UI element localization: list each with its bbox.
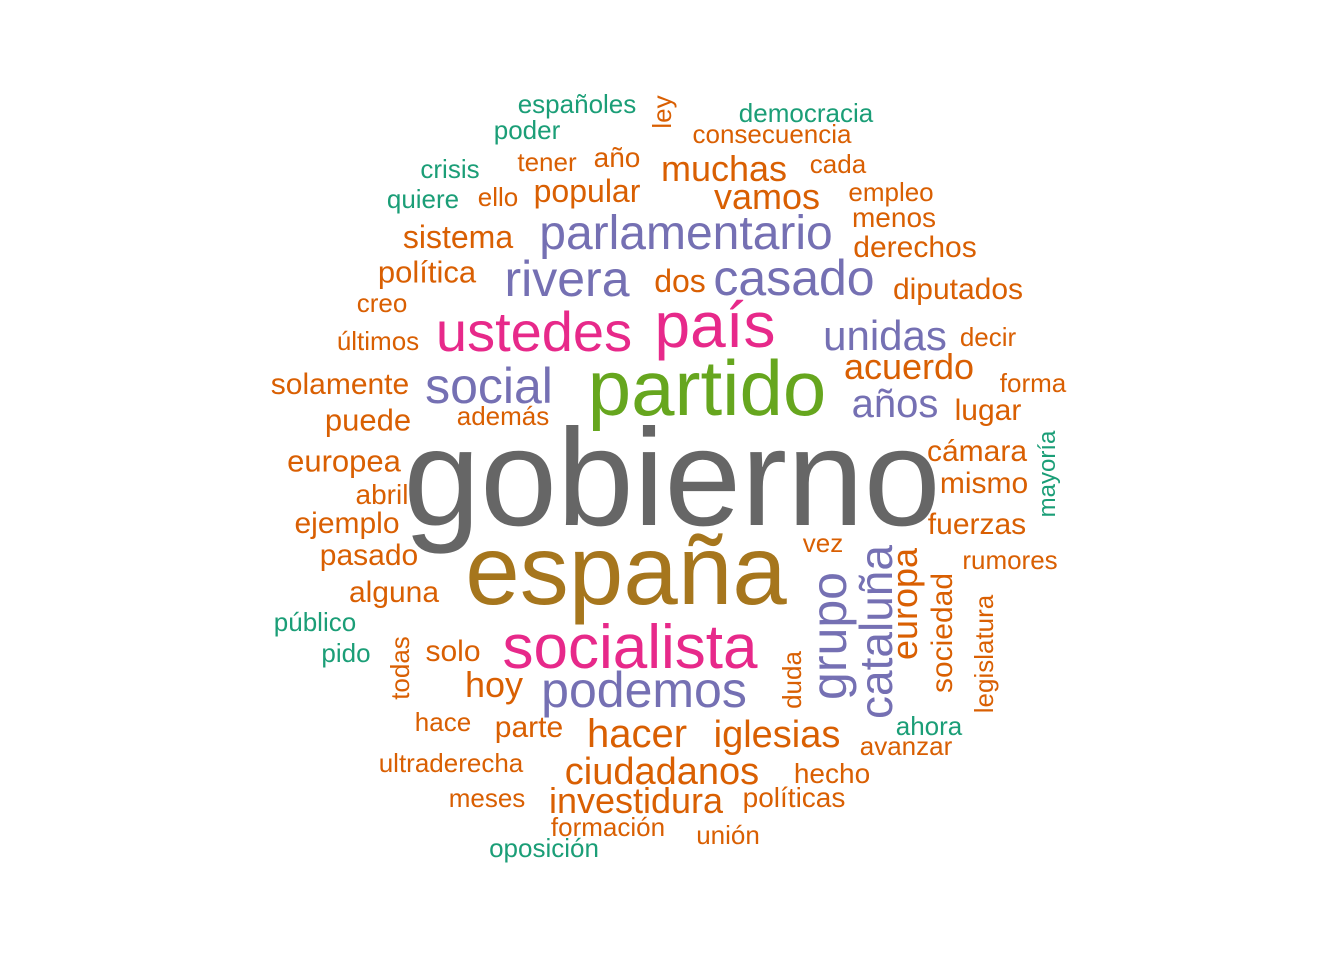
word-crisis: crisis [420, 154, 480, 184]
word-legislatura: legislatura [969, 594, 999, 714]
word-investidura: investidura [548, 780, 724, 821]
word-ultraderecha: ultraderecha [378, 748, 524, 778]
word-rivera: rivera [504, 251, 630, 307]
word-decir: decir [959, 322, 1017, 352]
word-ahora: ahora [895, 711, 963, 741]
word-consecuencia: consecuencia [692, 119, 852, 149]
word-politica: política [377, 254, 477, 290]
word-menos: menos [851, 202, 937, 233]
word-europa: europa [884, 547, 925, 661]
word-oposicion: oposición [489, 833, 599, 863]
word-solamente: solamente [270, 368, 410, 401]
word-camara: cámara [926, 435, 1028, 468]
word-ley: ley [647, 95, 677, 129]
word-alguna: alguna [348, 576, 440, 609]
word-pais: país [654, 289, 776, 361]
word-espanoles: españoles [517, 89, 637, 119]
word-anos: años [851, 382, 939, 426]
word-gobierno: gobierno [403, 401, 941, 555]
word-creo: creo [356, 288, 408, 318]
word-pasado: pasado [319, 539, 419, 572]
word-quiere: quiere [386, 184, 460, 214]
word-pido: pido [321, 638, 371, 668]
word-unidas: unidas [823, 312, 947, 359]
word-partido: partido [587, 344, 827, 432]
word-casado: casado [713, 250, 875, 306]
word-union: unión [696, 820, 760, 850]
word-meses: meses [448, 783, 526, 813]
word-ademas: además [456, 401, 550, 431]
word-poder: poder [493, 115, 561, 145]
word-ciudadanos: ciudadanos [564, 751, 760, 793]
word-puede: puede [324, 402, 412, 438]
word-hace: hace [414, 707, 472, 737]
word-muchas: muchas [660, 148, 788, 189]
word-ano: año [593, 142, 641, 173]
word-social: social [425, 358, 553, 414]
word-vez: vez [802, 528, 844, 558]
word-rumores: rumores [962, 545, 1058, 575]
word-hecho: hecho [793, 758, 871, 789]
word-ejemplo: ejemplo [294, 507, 400, 540]
word-parte: parte [494, 711, 564, 744]
word-duda: duda [777, 651, 807, 709]
word-hacer: hacer [586, 712, 688, 756]
word-grupo: grupo [801, 572, 857, 700]
word-avanzar: avanzar [859, 731, 953, 761]
word-cada: cada [809, 149, 867, 179]
word-formacion: formación [550, 812, 666, 842]
word-todas: todas [385, 636, 415, 700]
word-mismo: mismo [939, 467, 1029, 500]
word-iglesias: iglesias [713, 714, 841, 756]
word-abril: abril [355, 479, 409, 510]
word-democracia: democracia [738, 98, 874, 128]
word-mayoria: mayoría [1034, 430, 1061, 518]
word-parlamentario: parlamentario [539, 207, 833, 260]
word-popular: popular [533, 173, 641, 209]
word-publico: público [273, 607, 357, 637]
word-empleo: empleo [848, 177, 934, 207]
word-dos: dos [654, 263, 706, 299]
word-socialista: socialista [502, 613, 758, 682]
word-forma: forma [999, 368, 1067, 398]
word-solo: solo [425, 635, 481, 668]
word-derechos: derechos [853, 231, 977, 264]
word-espana: españa [465, 515, 787, 625]
word-sociedad: sociedad [926, 572, 959, 694]
word-vamos: vamos [713, 176, 821, 217]
word-acuerdo: acuerdo [843, 346, 975, 387]
word-podemos: podemos [541, 662, 747, 718]
word-diputados: diputados [892, 273, 1024, 306]
word-europea: europea [287, 443, 401, 479]
word-sistema: sistema [402, 219, 514, 255]
word-tener: tener [517, 147, 577, 177]
word-fuerzas: fuerzas [927, 508, 1027, 541]
word-lugar: lugar [954, 394, 1022, 427]
word-ustedes: ustedes [435, 300, 633, 363]
word-ultimos: últimos [336, 326, 420, 356]
word-politicas: políticas [742, 782, 846, 813]
word-ello: ello [477, 182, 519, 212]
word-hoy: hoy [464, 664, 524, 705]
